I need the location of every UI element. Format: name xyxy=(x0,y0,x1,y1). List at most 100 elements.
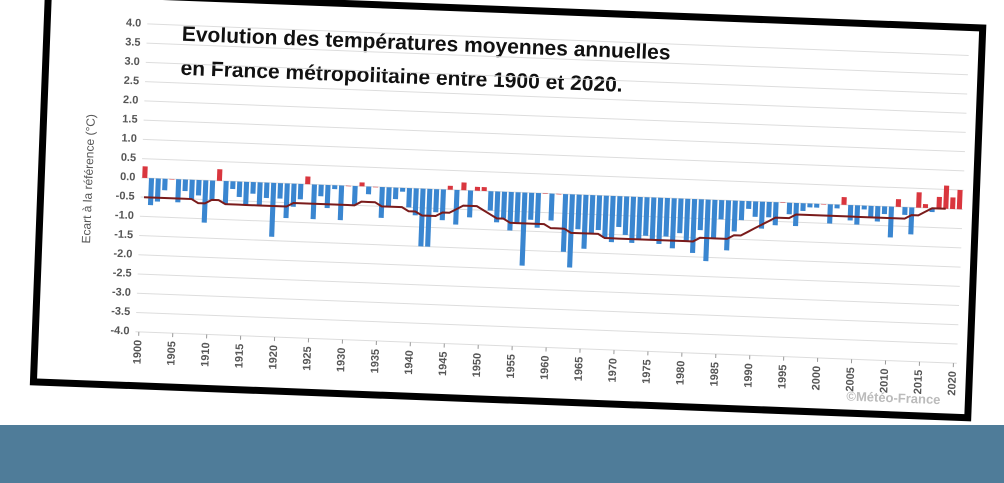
bar xyxy=(916,192,922,208)
bar xyxy=(556,193,562,195)
bar xyxy=(256,182,263,206)
bar xyxy=(697,199,704,231)
x-tick-label: 1945 xyxy=(437,351,450,376)
bar xyxy=(622,196,630,236)
y-tick-label: 1.5 xyxy=(122,113,138,126)
background-strip xyxy=(0,425,1004,483)
x-tick-label: 1905 xyxy=(165,341,178,366)
x-tick-label: 2010 xyxy=(878,368,891,393)
bar xyxy=(154,178,161,202)
watermark: ©Météo-France xyxy=(846,388,941,407)
x-tick-label: 1970 xyxy=(607,358,620,383)
bar xyxy=(738,200,745,221)
bar xyxy=(332,185,338,190)
bar xyxy=(683,198,691,242)
grid-line xyxy=(136,292,959,326)
y-tick-label: -1.5 xyxy=(114,228,133,241)
bar xyxy=(406,188,413,208)
bar xyxy=(718,200,725,220)
bar xyxy=(677,198,684,234)
bar xyxy=(534,192,542,228)
y-axis-label: Ecart à la référence (°C) xyxy=(79,114,98,244)
bar xyxy=(222,180,229,205)
y-tick-label: -0.5 xyxy=(115,190,134,203)
y-tick-label: -2.5 xyxy=(112,267,131,280)
bar xyxy=(182,179,189,192)
grid-line xyxy=(139,215,962,249)
bar xyxy=(821,203,827,205)
bar xyxy=(854,205,861,225)
x-tick-label: 1950 xyxy=(471,353,484,378)
bar xyxy=(636,196,643,240)
bar xyxy=(494,191,501,223)
x-tick-label: 1925 xyxy=(301,346,314,371)
bar xyxy=(209,180,216,200)
bar xyxy=(950,197,956,210)
bar xyxy=(807,203,813,208)
bar xyxy=(175,179,182,203)
grid-line xyxy=(143,119,965,153)
x-tick-label: 2015 xyxy=(912,370,925,395)
bar xyxy=(269,182,277,237)
bar xyxy=(263,182,270,199)
bar xyxy=(588,195,596,234)
bar xyxy=(359,182,365,187)
bar xyxy=(868,205,874,218)
x-tick-label: 1915 xyxy=(233,344,246,369)
y-tick-label: 2.0 xyxy=(123,94,139,107)
bar xyxy=(318,184,324,197)
grid-line xyxy=(145,81,967,114)
x-tick-label: 1955 xyxy=(505,354,518,379)
bar xyxy=(297,183,304,200)
bar xyxy=(351,185,358,206)
bar xyxy=(731,200,738,232)
y-tick-label: 0.0 xyxy=(120,171,136,184)
x-tick-label: 2005 xyxy=(844,367,857,392)
y-tick-label: 0.5 xyxy=(121,152,137,165)
bar xyxy=(943,185,950,209)
bar xyxy=(528,192,535,220)
bar xyxy=(649,197,657,240)
y-tick-label: -1.0 xyxy=(115,209,134,222)
bar xyxy=(216,169,223,181)
bar xyxy=(567,194,575,268)
bar xyxy=(936,196,942,209)
y-tick-label: 3.0 xyxy=(124,55,140,68)
bar xyxy=(629,196,637,243)
x-tick-label: 2020 xyxy=(946,371,959,396)
y-tick-label: -2.0 xyxy=(113,248,132,261)
bar xyxy=(874,206,881,222)
bar xyxy=(752,201,759,217)
y-tick-label: 4.0 xyxy=(126,17,142,30)
bar xyxy=(663,197,670,237)
y-tick-label: 3.5 xyxy=(125,36,141,49)
y-tick-label: -3.5 xyxy=(111,305,130,318)
x-tick-label: 1960 xyxy=(539,355,552,380)
y-tick-label: 1.0 xyxy=(121,132,137,145)
bar xyxy=(392,187,399,200)
grid-line xyxy=(142,158,964,191)
bar xyxy=(162,178,168,191)
bar xyxy=(195,179,202,196)
bar xyxy=(881,206,888,215)
bar xyxy=(447,185,453,190)
bar xyxy=(772,202,779,226)
y-tick-label: 2.5 xyxy=(124,75,140,88)
x-tick-label: 1900 xyxy=(131,340,144,365)
bar xyxy=(887,206,895,238)
bar xyxy=(487,191,494,211)
bar xyxy=(365,186,372,195)
grid-line xyxy=(139,235,961,268)
x-tick-label: 1920 xyxy=(267,345,280,370)
bar xyxy=(669,198,677,249)
bar xyxy=(169,178,175,180)
bar xyxy=(201,180,209,223)
bar xyxy=(758,201,766,229)
bar xyxy=(542,193,548,194)
bar xyxy=(956,189,963,210)
x-tick-label: 2000 xyxy=(810,366,823,391)
bar xyxy=(895,199,902,207)
bar xyxy=(500,191,508,219)
